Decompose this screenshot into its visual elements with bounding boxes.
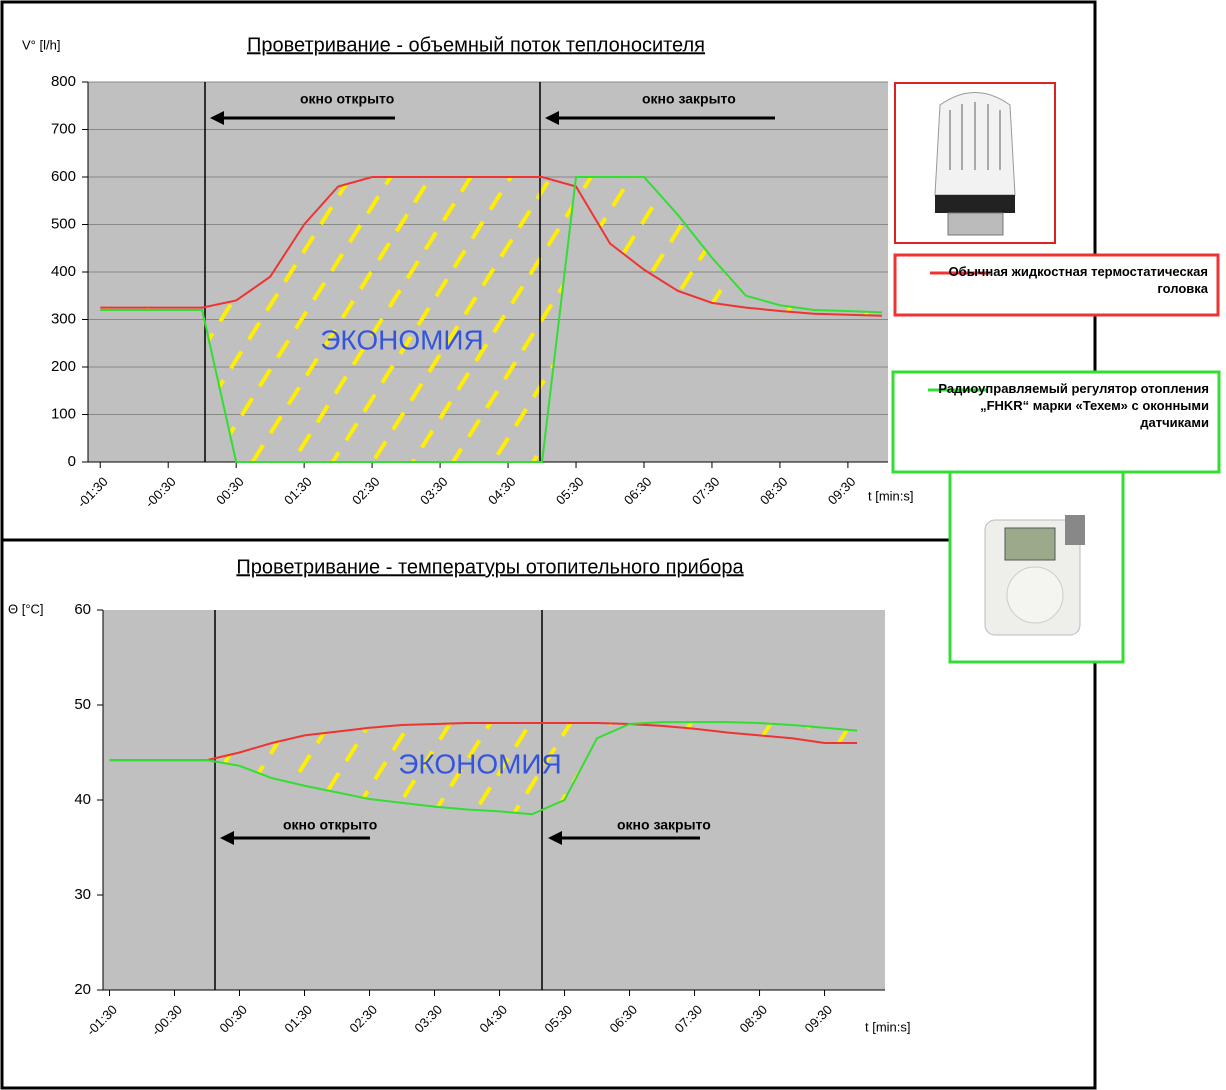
y-tick-label: 0 (68, 453, 76, 470)
thermostat-image (894, 82, 1056, 244)
x-tick-label: 00:30 (213, 474, 247, 508)
x-tick-label: 04:30 (476, 1002, 510, 1036)
x-tick-label: 06:30 (606, 1002, 640, 1036)
x-tick-label: -00:30 (142, 474, 179, 511)
x-tick-label: 03:30 (417, 474, 451, 508)
y-tick-label: 500 (51, 215, 76, 232)
arrow-head (548, 831, 562, 845)
y-tick-label: 30 (74, 886, 91, 903)
y-tick-label: 20 (74, 981, 91, 998)
x-tick-label: 06:30 (621, 474, 655, 508)
x-tick-label: 09:30 (801, 1002, 835, 1036)
y-tick-label: 200 (51, 358, 76, 375)
legend-entry: Обычная жидкостная термостатическая голо… (948, 264, 1208, 296)
x-tick-label: 08:30 (736, 1002, 770, 1036)
x-tick-label: 09:30 (825, 474, 859, 508)
y-tick-label: 300 (51, 310, 76, 327)
y-tick-label: 600 (51, 168, 76, 185)
x-axis-label: t [min:s] (865, 1019, 911, 1034)
x-tick-label: 07:30 (671, 1002, 705, 1036)
legend-entry: Радиоуправляемый регулятор отопления „FH… (938, 381, 1209, 430)
x-tick-label: 08:30 (757, 474, 791, 508)
y-tick-label: 50 (74, 696, 91, 713)
chart-title: Проветривание - объемный поток теплоноси… (247, 34, 705, 56)
savings-label: ЭКОНОМИЯ (398, 748, 562, 779)
x-tick-label: 04:30 (485, 474, 519, 508)
legend-label: Обычная жидкостная термостатическая голо… (948, 264, 1208, 296)
x-tick-label: -01:30 (83, 1002, 120, 1039)
series-line (109, 722, 858, 762)
x-tick-label: 01:30 (281, 1002, 315, 1036)
x-tick-label: 05:30 (541, 1002, 575, 1036)
arrow-head (220, 831, 234, 845)
x-tick-label: 02:30 (346, 1002, 380, 1036)
y-axis-label: V° [l/h] (22, 37, 60, 52)
savings-hatch (100, 177, 882, 462)
x-tick-label: -01:30 (74, 474, 111, 511)
y-tick-label: 700 (51, 120, 76, 137)
y-axis-label: Θ [°C] (8, 601, 44, 616)
y-tick-label: 800 (51, 73, 76, 90)
x-axis-label: t [min:s] (868, 488, 914, 503)
y-tick-label: 40 (74, 791, 91, 808)
annotation: окно открыто (283, 817, 377, 833)
y-tick-label: 400 (51, 263, 76, 280)
x-tick-label: 00:30 (216, 1002, 250, 1036)
x-tick-label: 05:30 (553, 474, 587, 508)
radio-regulator-image (948, 454, 1125, 664)
x-tick-label: -00:30 (148, 1002, 185, 1039)
x-tick-label: 01:30 (281, 474, 315, 508)
series-line (109, 721, 858, 816)
y-tick-label: 100 (51, 405, 76, 422)
x-tick-label: 07:30 (689, 474, 723, 508)
annotation: окно закрыто (617, 817, 711, 833)
x-tick-label: 02:30 (349, 474, 383, 508)
savings-label: ЭКОНОМИЯ (320, 324, 484, 355)
x-tick-label: 03:30 (411, 1002, 445, 1036)
legend-box (893, 253, 1220, 317)
arrow-head (545, 111, 559, 125)
chart-title: Проветривание - температуры отопительног… (236, 556, 744, 578)
y-tick-label: 60 (74, 601, 91, 618)
annotation: окно закрыто (642, 91, 736, 107)
series-line (100, 176, 882, 463)
arrow-head (210, 111, 224, 125)
annotation: окно открыто (300, 91, 394, 107)
savings-hatch (109, 722, 858, 815)
legend-label: Радиоуправляемый регулятор отопления „FH… (938, 381, 1209, 430)
series-line (100, 176, 882, 317)
